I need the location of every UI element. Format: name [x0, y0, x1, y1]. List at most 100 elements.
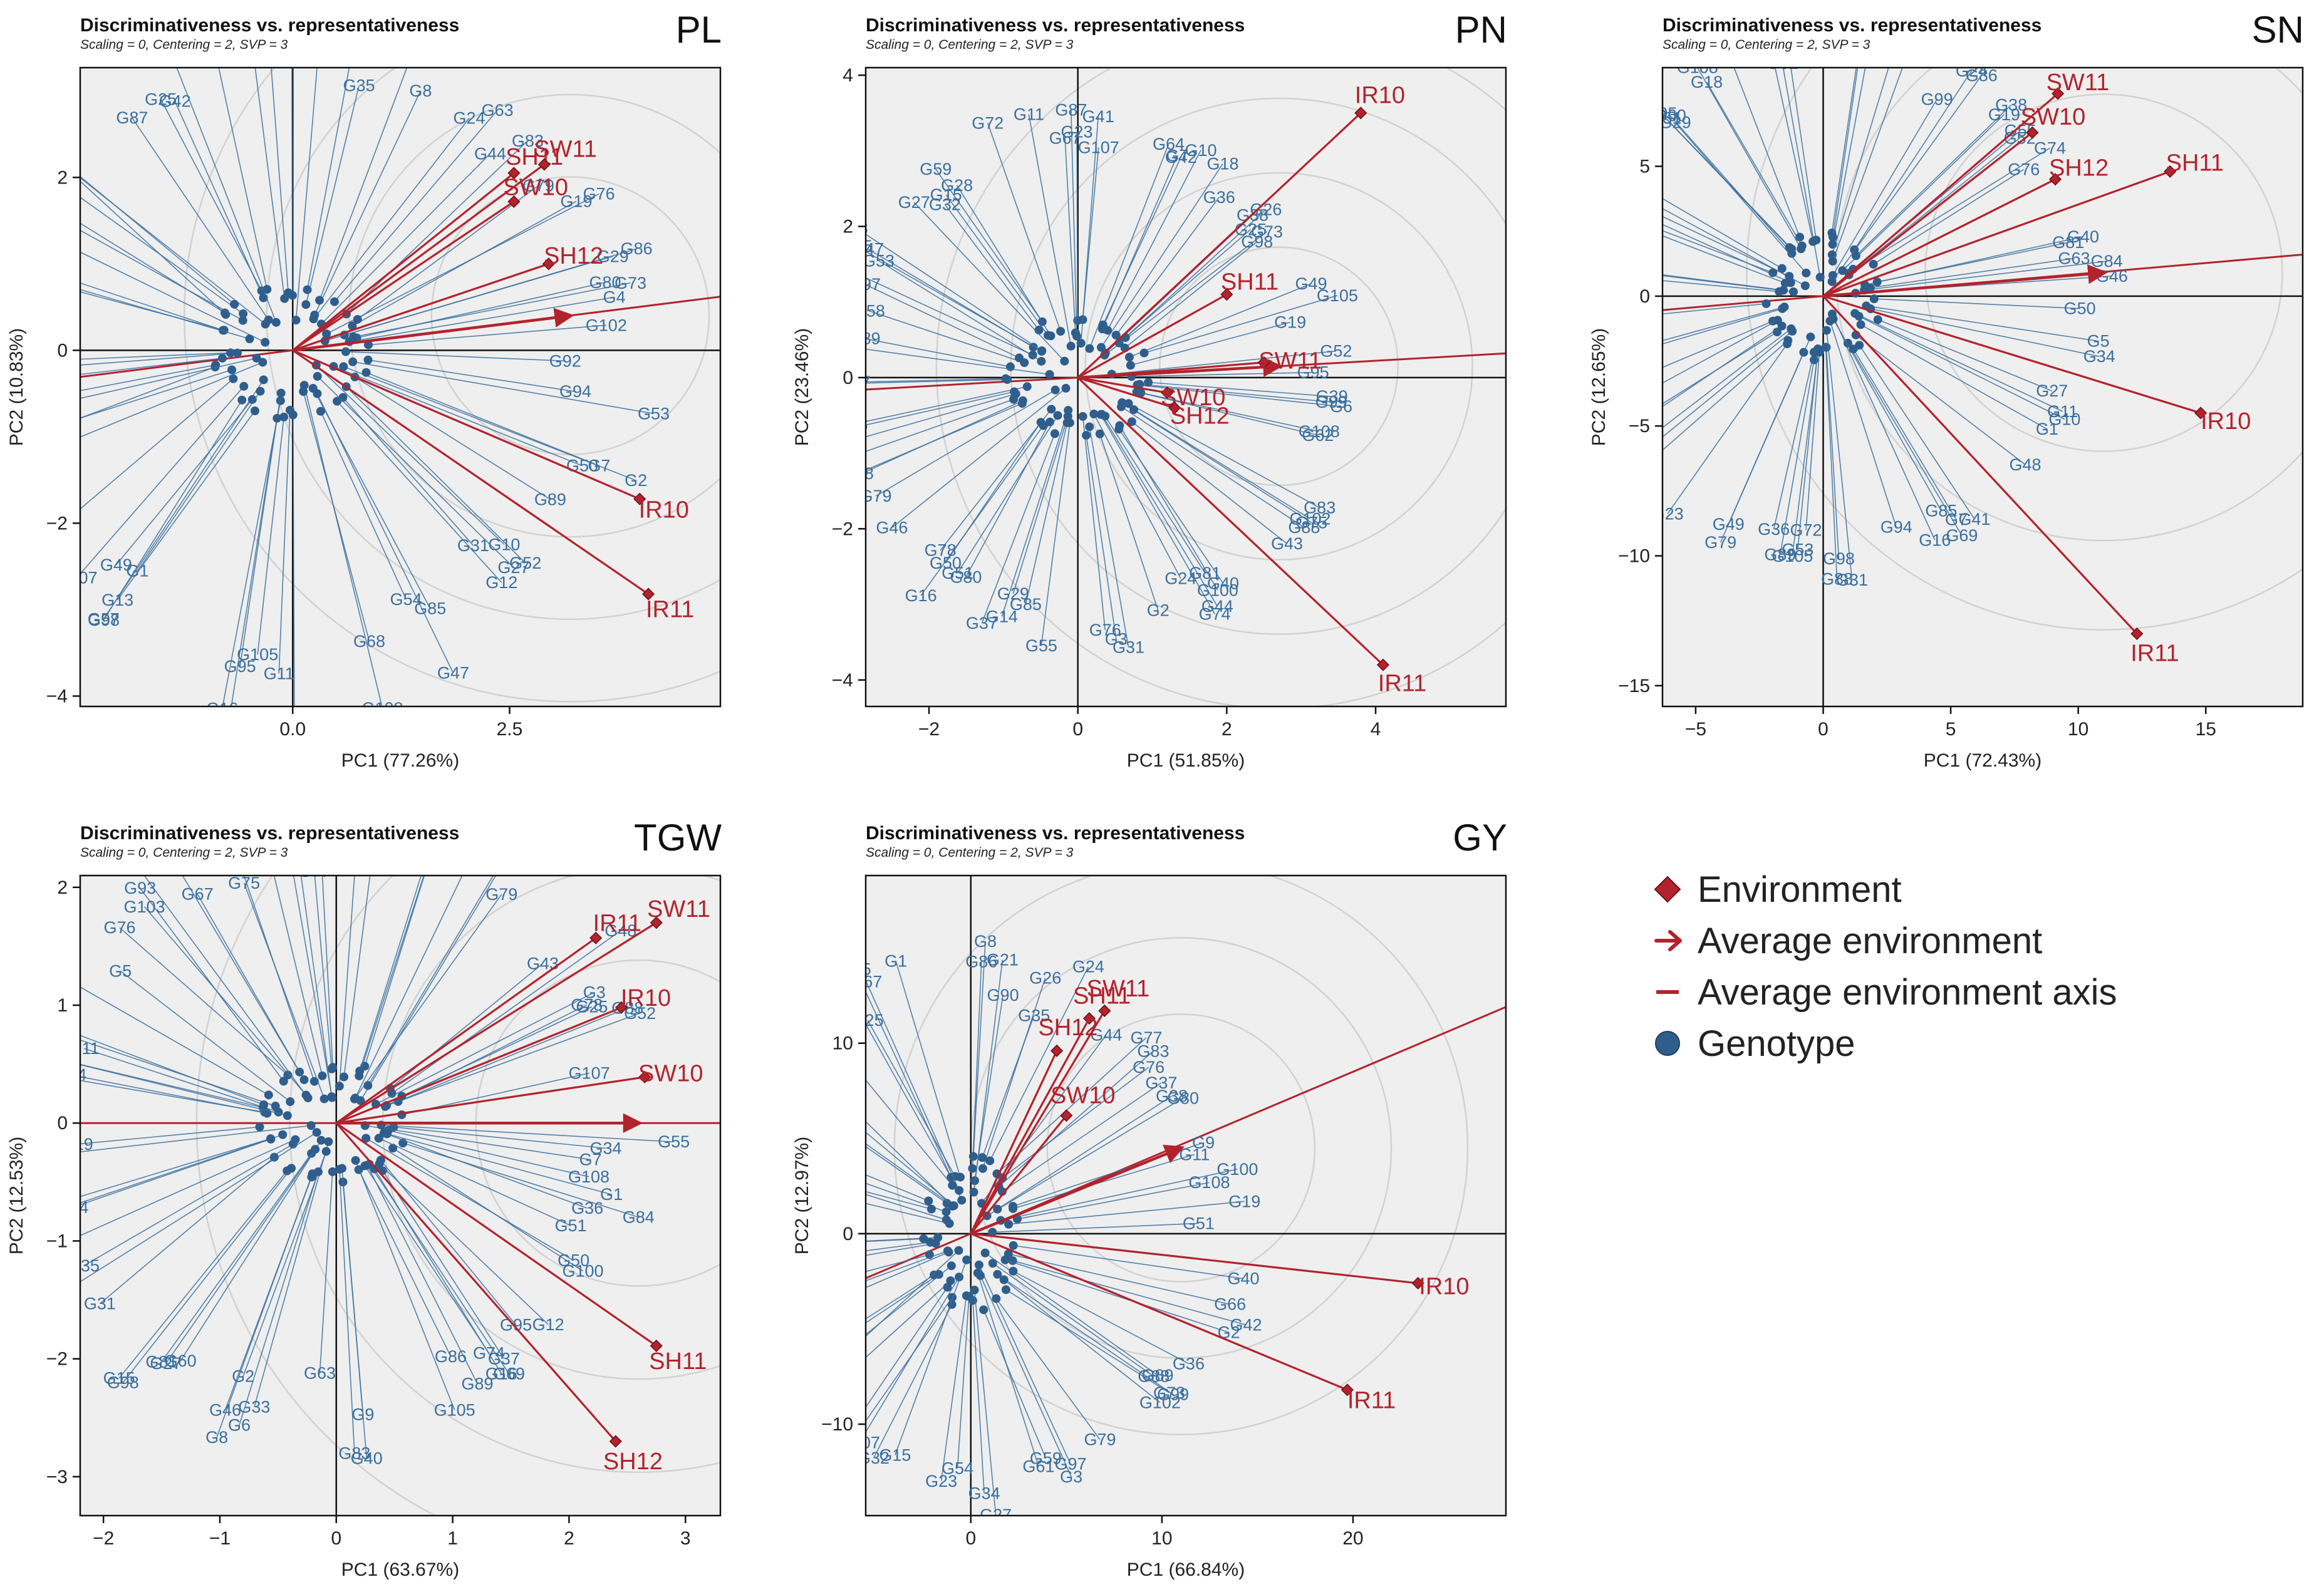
genotype-leader [1118, 428, 1224, 584]
y-tick-label: −4 [46, 686, 68, 706]
plot-subtitle: Scaling = 0, Centering = 2, SVP = 3 [866, 38, 1074, 52]
genotype-label: G34 [968, 1484, 1000, 1503]
genotype-point [227, 365, 237, 375]
genotype-point [1828, 257, 1837, 266]
x-axis-label: PC1 (77.26%) [341, 750, 459, 771]
genotype-leader [218, 68, 268, 290]
genotype-leader [368, 324, 606, 346]
genotype-label: G88 [1138, 1367, 1170, 1386]
genotype-leader [866, 1182, 947, 1212]
genotype-label: G68 [353, 632, 385, 651]
genotype-point [1085, 344, 1094, 353]
genotype-point [980, 1248, 990, 1258]
genotype-leader [334, 110, 498, 302]
genotype-leader [254, 1141, 329, 1407]
genotype-label: G17 [1601, 465, 1633, 483]
genotype-leader [1131, 421, 1288, 544]
genotype-label: G23 [925, 1472, 957, 1491]
genotype-point [226, 348, 236, 358]
genotype-leader [866, 1194, 947, 1221]
genotype-leader [355, 876, 463, 1098]
genotype-label: G36 [571, 1199, 603, 1217]
genotype-leader [866, 391, 1015, 426]
environment-vector [292, 163, 545, 351]
genotype-point [1124, 353, 1134, 362]
genotype-leader [1148, 381, 1332, 397]
genotype-point [328, 1167, 337, 1176]
genotype-point [1815, 348, 1824, 357]
genotype-leader [1874, 298, 2080, 309]
genotype-leader [324, 248, 637, 342]
genotype-point [247, 395, 257, 404]
genotype-label: G48 [604, 921, 636, 940]
genotype-point [1053, 411, 1062, 420]
genotype-leader [1663, 224, 1792, 284]
environment-label: IR10 [621, 985, 671, 1011]
genotype-leader [1663, 320, 1773, 368]
genotype-leader [305, 85, 360, 305]
genotype-leader [1826, 330, 1853, 581]
genotype-point [1009, 1266, 1018, 1276]
genotype-label: G12 [532, 1315, 564, 1334]
genotype-leader [80, 1126, 260, 1145]
genotype-label: G83 [338, 1444, 370, 1463]
genotype-point [1034, 326, 1044, 335]
genotype-leader [143, 876, 309, 1098]
genotype-label: G100 [563, 1261, 604, 1280]
genotype-leader [1009, 1201, 1245, 1225]
environment-label: IR11 [2130, 641, 2179, 667]
plot-subtitle: Scaling = 0, Centering = 2, SVP = 3 [866, 845, 1074, 860]
genotype-label: G6 [228, 1415, 251, 1434]
genotype-point [1789, 287, 1798, 296]
genotype-point [272, 413, 282, 423]
genotype-point [271, 318, 281, 327]
genotype-point [1039, 421, 1048, 430]
environment-label: IR10 [2201, 408, 2251, 435]
genotype-leader [1674, 122, 1807, 274]
genotype-leader [1099, 433, 1159, 611]
genotype-label: G17 [722, 1318, 754, 1336]
genotype-label: G3 [583, 983, 606, 1002]
environment-vector [292, 262, 549, 351]
genotype-leader [1797, 348, 1818, 550]
genotype-label: G6 [26, 222, 48, 240]
genotype-label: G35 [841, 237, 873, 256]
genotype-label: G36 [1758, 520, 1790, 539]
genotype-leader [383, 1132, 588, 1209]
environment-label: SH11 [1073, 983, 1131, 1009]
genotype-point [1773, 328, 1782, 337]
genotype-label: G89 [1141, 1366, 1173, 1385]
environment-vector [292, 349, 649, 595]
genotype-label: G63 [482, 101, 514, 120]
plot-frame [1661, 66, 2304, 708]
genotype-label: G50 [750, 1124, 782, 1143]
genotype-point [328, 1093, 337, 1102]
genotype-leader [402, 1006, 593, 1097]
environment-vector [335, 1122, 657, 1347]
genotype-label: G40 [2067, 227, 2099, 246]
genotype-leader [360, 876, 497, 1101]
genotype-leader [992, 1223, 1199, 1233]
genotype-label: G49 [1295, 274, 1327, 293]
genotype-point [1797, 241, 1807, 251]
genotype-label: G102 [1289, 509, 1331, 528]
biplot-pn: Discriminativeness vs. representativenes… [792, 9, 1507, 771]
genotype-label: G48 [2009, 455, 2041, 474]
genotype-point [942, 1207, 951, 1216]
genotype-point [1828, 232, 1837, 242]
environment-vector [970, 1233, 1418, 1285]
genotype-leader [1004, 1279, 1161, 1403]
genotype-leader [306, 68, 350, 290]
genotype-leader [80, 180, 226, 315]
genotype-leader [1663, 319, 1778, 384]
genotype-label: G95 [500, 1316, 532, 1335]
genotype-leader [972, 961, 982, 1169]
genotype-leader [132, 117, 269, 321]
genotype-leader [1064, 138, 1076, 333]
y-tick-label: 4 [843, 65, 853, 86]
genotype-leader [239, 418, 278, 666]
genotype-label: G98 [107, 1373, 139, 1392]
genotype-leader [222, 400, 281, 706]
genotype-leader [80, 197, 244, 314]
genotype-point [1004, 1219, 1014, 1229]
